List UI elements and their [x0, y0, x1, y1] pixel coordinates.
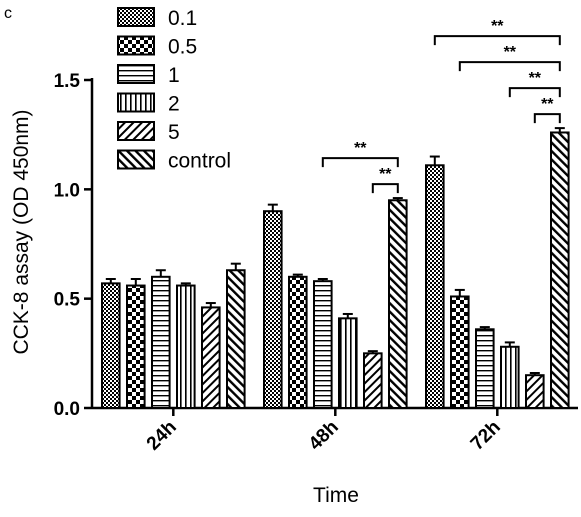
significance-label: **	[491, 18, 504, 35]
significance-label: **	[529, 70, 542, 87]
significance-label: **	[541, 96, 554, 113]
significance-brackets: ************	[321, 18, 561, 194]
bar-series	[101, 127, 570, 410]
bar	[226, 269, 246, 409]
legend-label: 0.5	[168, 36, 197, 59]
x-tick-label: 72h	[467, 417, 505, 455]
bar	[101, 282, 121, 409]
bar	[363, 352, 383, 410]
significance-label: **	[504, 44, 517, 61]
bar	[201, 306, 221, 409]
significance-bracket	[433, 35, 561, 46]
legend-swatch	[117, 35, 155, 56]
bar	[500, 345, 520, 410]
x-axis: 24h 48h 72h	[92, 406, 578, 455]
y-tick-label: 0.5	[54, 290, 81, 311]
significance-label: **	[354, 140, 367, 157]
x-axis-title: Time	[313, 484, 359, 507]
bar	[338, 317, 358, 410]
legend: 0.1 0.5 1 2 5 control	[117, 7, 231, 173]
legend-swatch	[117, 64, 155, 84]
significance-label: **	[379, 166, 392, 183]
legend-swatch	[117, 149, 155, 170]
y-tick-label: 0.0	[54, 399, 80, 420]
bar	[550, 131, 570, 409]
bar	[450, 295, 470, 410]
bar	[475, 328, 495, 409]
y-tick-label: 1.5	[54, 71, 81, 92]
legend-label: 0.1	[168, 7, 197, 30]
y-axis: 0.0 0.5 1.0 1.5	[54, 71, 94, 420]
bar	[288, 275, 308, 409]
legend-label: control	[168, 150, 231, 173]
bar	[176, 284, 196, 409]
legend-swatch	[117, 7, 155, 27]
bar	[425, 164, 445, 409]
significance-bracket	[508, 87, 561, 98]
significance-bracket	[371, 183, 399, 194]
bar	[313, 280, 333, 410]
bar	[126, 284, 146, 409]
bar	[263, 210, 283, 409]
y-axis-title: CCK-8 assay (OD 450nm)	[10, 109, 33, 354]
significance-bracket	[458, 61, 561, 72]
bar	[388, 199, 408, 409]
significance-bracket	[321, 157, 399, 168]
significance-bracket	[533, 113, 561, 124]
x-tick-label: 48h	[305, 417, 343, 455]
legend-swatch	[117, 92, 155, 113]
panel-label: c	[4, 5, 12, 22]
legend-label: 1	[168, 64, 180, 87]
y-tick-label: 1.0	[54, 180, 80, 201]
bar	[525, 374, 545, 410]
legend-label: 2	[168, 93, 180, 116]
legend-swatch	[117, 121, 155, 141]
legend-label: 5	[168, 121, 180, 144]
bar	[151, 275, 171, 409]
x-tick-label: 24h	[143, 417, 181, 455]
